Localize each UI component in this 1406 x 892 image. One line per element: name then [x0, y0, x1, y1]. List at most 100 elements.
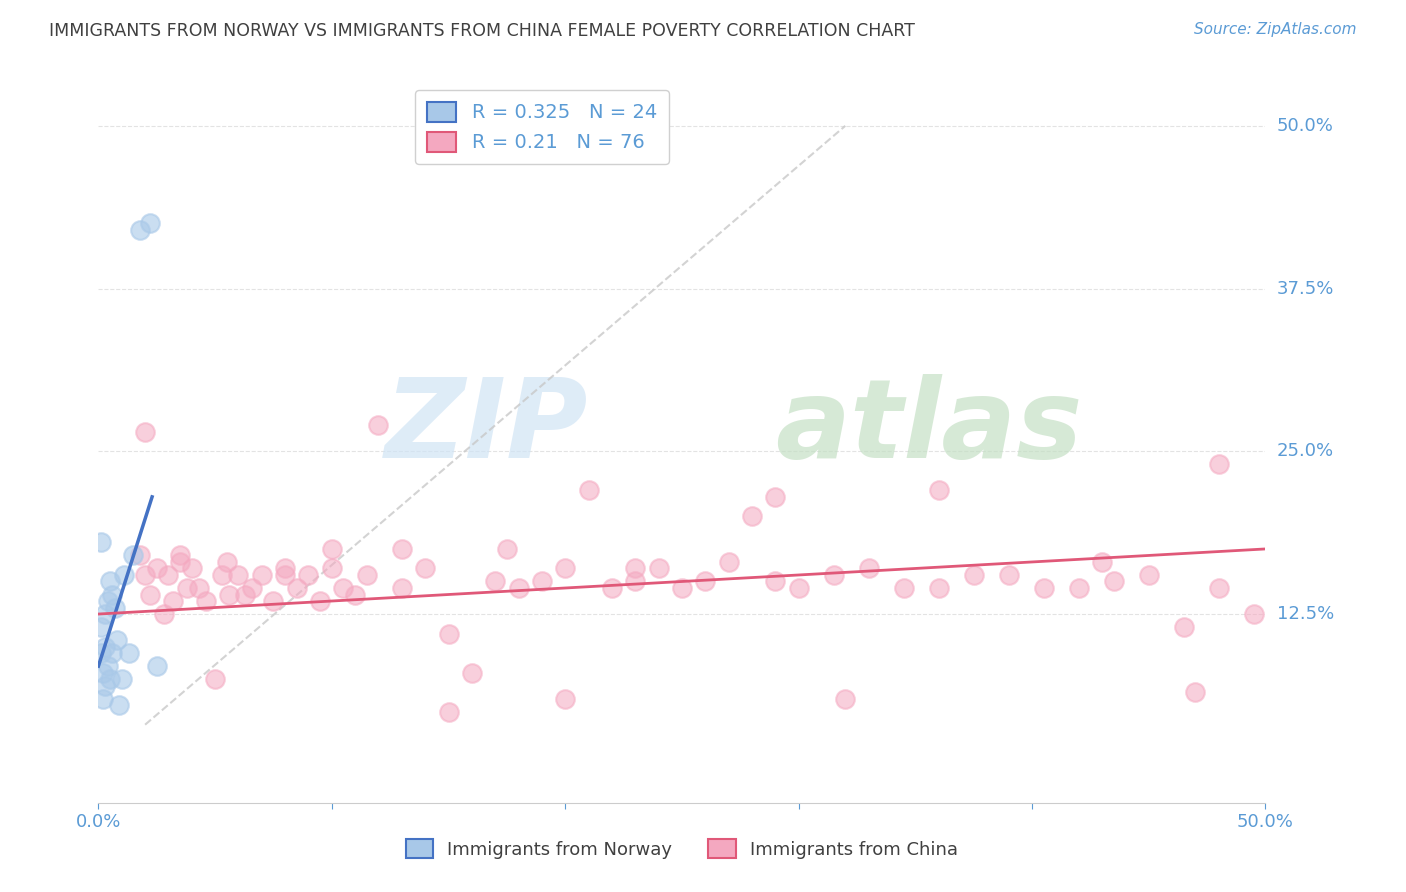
- Point: [104, 600, 127, 615]
- Point: [152, 607, 174, 621]
- Point: [1208, 458, 1230, 472]
- Text: IMMIGRANTS FROM NORWAY VS IMMIGRANTS FROM CHINA FEMALE POVERTY CORRELATION CHART: IMMIGRANTS FROM NORWAY VS IMMIGRANTS FRO…: [49, 22, 915, 40]
- Point: [391, 581, 413, 595]
- Point: [695, 574, 717, 589]
- Point: [101, 646, 124, 660]
- Point: [893, 581, 915, 595]
- Point: [1184, 685, 1206, 699]
- Point: [90, 646, 112, 660]
- Point: [578, 483, 600, 498]
- Point: [176, 581, 198, 595]
- Point: [391, 541, 413, 556]
- Point: [146, 561, 169, 575]
- Point: [647, 561, 669, 575]
- Point: [122, 549, 145, 563]
- Point: [194, 594, 217, 608]
- Text: 12.5%: 12.5%: [1277, 605, 1334, 623]
- Point: [600, 581, 623, 595]
- Point: [741, 509, 763, 524]
- Point: [496, 541, 519, 556]
- Point: [1243, 607, 1265, 621]
- Point: [228, 568, 250, 582]
- Point: [129, 549, 152, 563]
- Point: [461, 665, 484, 680]
- Point: [321, 541, 343, 556]
- Point: [274, 568, 297, 582]
- Point: [97, 659, 120, 673]
- Point: [94, 607, 117, 621]
- Point: [204, 672, 226, 686]
- Point: [928, 581, 950, 595]
- Legend: Immigrants from Norway, Immigrants from China: Immigrants from Norway, Immigrants from …: [399, 832, 965, 866]
- Point: [94, 640, 117, 654]
- Point: [624, 561, 647, 575]
- Point: [134, 425, 156, 439]
- Point: [530, 574, 553, 589]
- Point: [624, 574, 647, 589]
- Point: [169, 555, 191, 569]
- Point: [169, 549, 191, 563]
- Point: [437, 705, 460, 719]
- Point: [98, 672, 121, 686]
- Point: [180, 561, 202, 575]
- Point: [285, 581, 308, 595]
- Point: [218, 587, 240, 601]
- Point: [97, 594, 120, 608]
- Point: [105, 633, 128, 648]
- Point: [112, 568, 135, 582]
- Point: [1208, 581, 1230, 595]
- Point: [215, 555, 238, 569]
- Point: [146, 659, 169, 673]
- Point: [928, 483, 950, 498]
- Point: [834, 691, 856, 706]
- Point: [98, 574, 121, 589]
- Text: 37.5%: 37.5%: [1277, 279, 1334, 298]
- Point: [111, 672, 134, 686]
- Point: [157, 568, 180, 582]
- Point: [823, 568, 845, 582]
- Point: [129, 223, 152, 237]
- Point: [962, 568, 984, 582]
- Point: [1032, 581, 1054, 595]
- Point: [1102, 574, 1125, 589]
- Point: [90, 620, 112, 634]
- Point: [997, 568, 1019, 582]
- Point: [344, 587, 367, 601]
- Point: [250, 568, 273, 582]
- Point: [1137, 568, 1160, 582]
- Point: [118, 646, 141, 660]
- Point: [101, 587, 124, 601]
- Text: 25.0%: 25.0%: [1277, 442, 1334, 460]
- Point: [297, 568, 319, 582]
- Point: [108, 698, 131, 713]
- Point: [1173, 620, 1195, 634]
- Point: [367, 418, 389, 433]
- Point: [235, 587, 257, 601]
- Point: [763, 490, 786, 504]
- Point: [309, 594, 332, 608]
- Point: [763, 574, 786, 589]
- Point: [274, 561, 297, 575]
- Text: 50.0%: 50.0%: [1277, 117, 1333, 135]
- Point: [554, 561, 576, 575]
- Point: [242, 581, 264, 595]
- Point: [508, 581, 530, 595]
- Point: [91, 665, 114, 680]
- Point: [356, 568, 378, 582]
- Point: [484, 574, 506, 589]
- Point: [321, 561, 343, 575]
- Text: ZIP: ZIP: [385, 374, 589, 481]
- Point: [554, 691, 576, 706]
- Point: [332, 581, 354, 595]
- Text: atlas: atlas: [775, 374, 1083, 481]
- Point: [413, 561, 436, 575]
- Point: [139, 587, 162, 601]
- Point: [134, 568, 156, 582]
- Point: [671, 581, 693, 595]
- Point: [717, 555, 740, 569]
- Point: [787, 581, 810, 595]
- Point: [437, 626, 460, 640]
- Point: [1067, 581, 1090, 595]
- Point: [858, 561, 880, 575]
- Point: [1091, 555, 1114, 569]
